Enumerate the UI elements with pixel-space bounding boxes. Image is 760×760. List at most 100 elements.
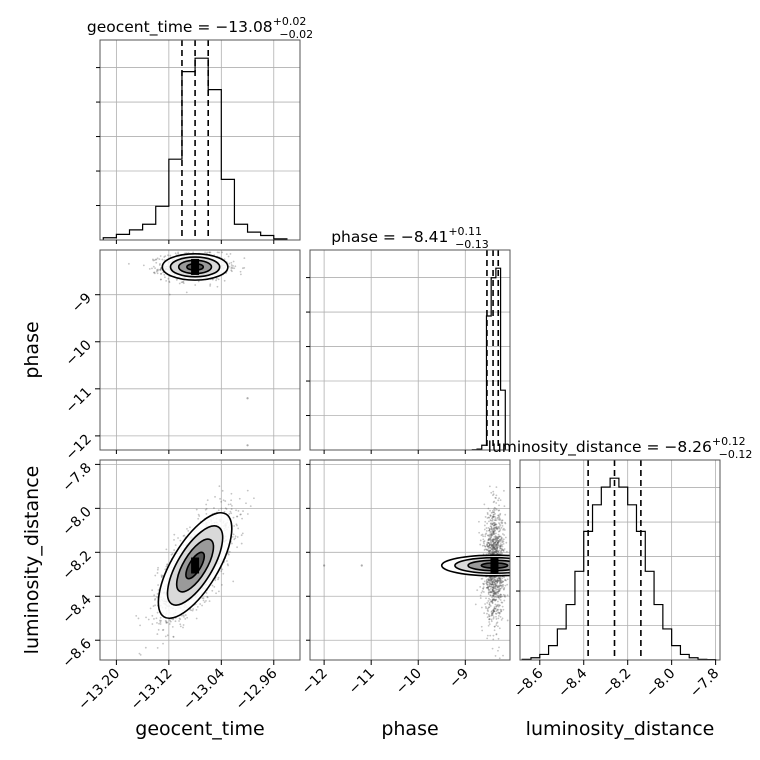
scatter-point [490,546,492,549]
scatter-point [488,544,491,546]
scatter-point [494,523,497,526]
scatter-point [240,513,242,516]
scatter-point [243,266,246,269]
scatter-point [230,266,233,269]
scatter-point [492,587,495,590]
scatter-point [160,267,162,270]
scatter-point [127,262,130,265]
histogram-step-phase [471,267,506,450]
scatter-point [494,587,497,590]
scatter-point [499,599,502,601]
scatter-point [168,293,171,296]
scatter-point [489,605,492,607]
scatter-point [492,551,495,554]
scatter-point [139,653,142,656]
scatter-point [487,539,489,542]
scatter-point [491,599,493,602]
scatter-point [496,582,498,585]
scatter-point [497,527,500,530]
scatter-point [489,534,492,537]
scatter-point [230,504,233,507]
scatter-point [492,515,495,518]
scatter-point [494,537,497,540]
scatter-point [236,515,239,518]
scatter-point [490,583,493,586]
scatter-point [501,577,504,580]
scatter-point [501,519,504,522]
scatter-point [494,512,496,515]
scatter-point [491,583,494,586]
scatter-point [487,542,490,544]
scatter-point [497,544,500,547]
scatter-point [492,490,495,493]
scatter-point [492,546,494,549]
scatter-point [496,579,498,582]
scatter-point [155,261,158,264]
scatter-point [506,583,509,586]
scatter-point [499,539,501,541]
scatter-point [492,609,495,612]
scatter-point [156,647,159,649]
scatter-point [224,507,227,510]
scatter-point [151,614,154,617]
scatter-point [482,538,485,541]
scatter-point [496,595,499,598]
scatter-point [501,543,504,546]
scatter-point [230,508,233,510]
scatter-point [489,600,492,603]
scatter-point [493,583,495,586]
scatter-point [484,520,487,523]
scatter-point [496,539,499,541]
scatter-point [159,268,162,271]
scatter-point [174,252,177,255]
scatter-point [491,586,494,589]
scatter-point [246,489,249,492]
scatter-point [220,584,223,586]
scatter-point [232,533,235,536]
scatter-point [135,614,138,617]
scatter-point [492,552,494,555]
scatter-point [495,580,497,583]
scatter-point [486,578,489,581]
scatter-point [500,519,503,522]
scatter-point [492,611,494,614]
scatter-point [497,594,500,597]
scatter-point [492,548,495,550]
scatter-point [483,540,486,542]
scatter-point [499,538,502,541]
scatter-point [229,252,232,255]
scatter-point [496,547,499,550]
scatter-point [496,542,499,544]
scatter-point [490,610,493,613]
scatter-point [492,538,494,541]
scatter-point [488,544,491,546]
scatter-point [148,267,151,270]
scatter-point [488,584,491,586]
scatter-point [497,588,500,590]
scatter-point [502,542,505,545]
scatter-point [239,270,242,273]
scatter-point [497,588,500,591]
scatter-point [502,550,505,552]
scatter-point [491,602,494,604]
scatter-point [476,589,479,592]
scatter-point [483,544,486,547]
scatter-point [494,592,497,595]
scatter-point [493,509,496,512]
scatter-point [491,578,493,581]
scatter-point [155,270,158,273]
scatter-point [492,610,495,613]
scatter-point [220,507,223,510]
scatter-point [497,514,500,517]
scatter-point [504,584,507,587]
scatter-point [490,540,493,543]
scatter-point [488,603,491,606]
scatter-point [219,497,221,500]
scatter-point [486,612,488,615]
scatter-point [493,513,495,516]
scatter-point [495,547,497,550]
scatter-point [497,592,500,595]
scatter-point [500,585,503,588]
scatter-point [488,579,490,581]
scatter-point [159,268,161,271]
